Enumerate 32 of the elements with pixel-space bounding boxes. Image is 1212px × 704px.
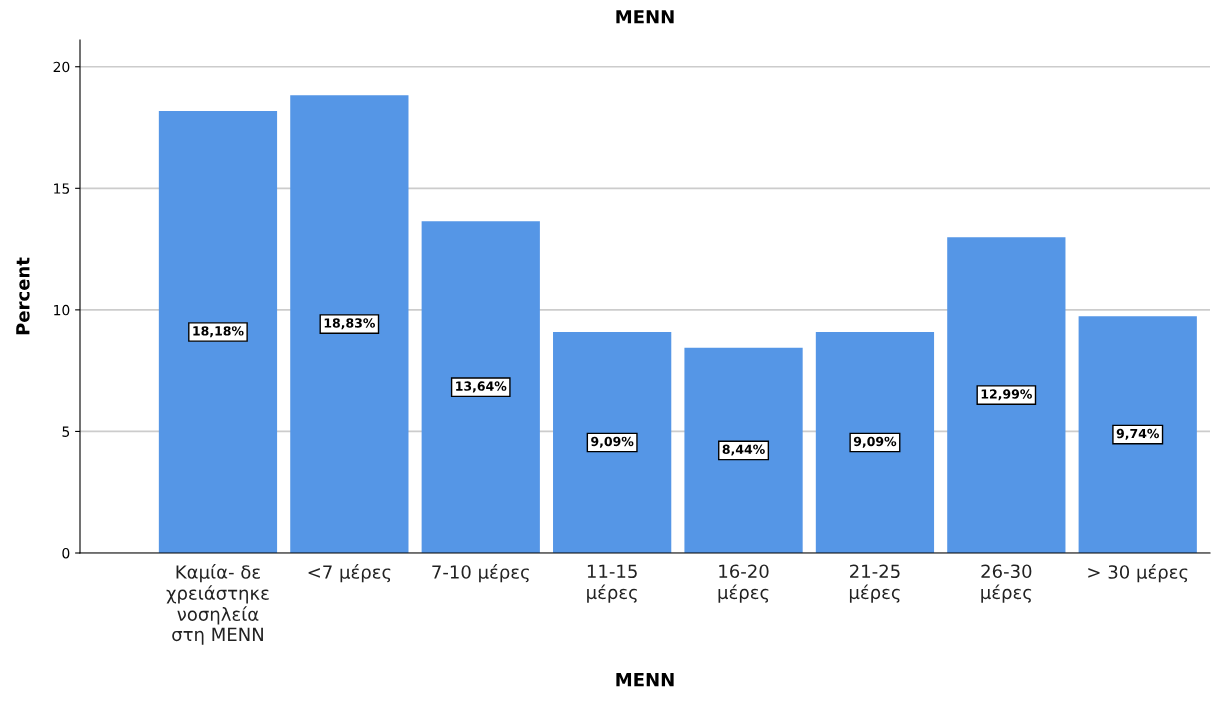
x-tick-label: 11-15 μέρες	[587, 564, 637, 603]
y-axis-title: Percent	[16, 257, 30, 335]
bar	[158, 110, 278, 553]
bar	[290, 95, 409, 553]
y-tick-label: 0	[62, 547, 70, 559]
data-label: 18,83%	[324, 318, 375, 330]
data-label: 8,44%	[722, 444, 765, 456]
data-label: 9,09%	[591, 436, 634, 448]
x-tick-label: <7 μέρες	[308, 564, 391, 583]
data-label: 13,64%	[456, 381, 507, 393]
bar	[421, 221, 540, 553]
x-tick-label: 26-30 μέρες	[981, 564, 1032, 603]
x-tick-label: > 30 μέρες	[1088, 564, 1188, 583]
y-tick-label: 20	[53, 61, 70, 73]
bar	[553, 332, 672, 553]
x-tick-label: Καμία- δε χρειάστηκε νοσηλεία στη MENN	[166, 564, 269, 645]
data-label: 9,09%	[853, 436, 897, 448]
chart-title: MENN	[616, 10, 674, 24]
bar	[684, 347, 803, 553]
bar	[947, 237, 1066, 553]
data-label: 9,74%	[1116, 428, 1160, 440]
y-tick-label: 15	[54, 183, 70, 194]
y-tick-label: 5	[62, 426, 70, 437]
data-label: 12,99%	[981, 389, 1032, 401]
y-tick-label: 10	[54, 304, 70, 316]
bar	[815, 332, 935, 553]
x-tick-label: 16-20 μέρες	[718, 564, 769, 603]
x-tick-label: 7-10 μέρες	[432, 564, 529, 583]
x-tick-label: 21-25 μέρες	[849, 564, 900, 603]
bar	[1078, 316, 1197, 553]
data-label: 18,18%	[193, 326, 244, 338]
x-axis-title: MENN	[616, 673, 674, 687]
